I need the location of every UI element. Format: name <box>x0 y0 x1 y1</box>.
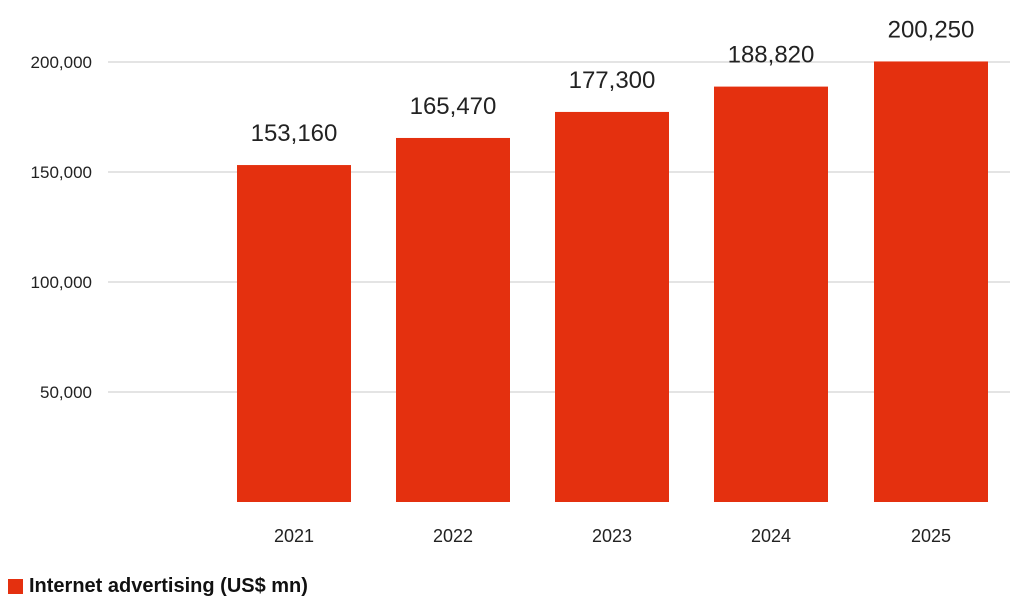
bar-2021 <box>237 165 351 502</box>
data-labels: 153,160 165,470 177,300 188,820 200,250 <box>251 16 975 147</box>
bar-2022 <box>396 137 510 502</box>
y-tick-label: 50,000 <box>40 383 92 402</box>
x-tick-label-2021: 2021 <box>274 526 314 546</box>
x-axis-tick-labels: 2021 2022 2023 2024 2025 <box>274 526 951 546</box>
data-label-2023: 177,300 <box>569 67 656 94</box>
data-label-2025: 200,250 <box>888 16 975 43</box>
bar-2025 <box>874 61 988 502</box>
y-tick-label: 100,000 <box>31 273 92 292</box>
legend: Internet advertising (US$ mn) <box>8 575 308 598</box>
x-tick-label-2022: 2022 <box>433 526 473 546</box>
data-label-2022: 165,470 <box>410 93 497 120</box>
bars <box>237 61 988 502</box>
legend-swatch <box>8 579 23 594</box>
x-tick-label-2025: 2025 <box>911 526 951 546</box>
x-tick-label-2024: 2024 <box>751 526 791 546</box>
bar-2024 <box>714 86 828 502</box>
data-label-2021: 153,160 <box>251 120 338 147</box>
bar-2023 <box>555 111 669 502</box>
legend-label: Internet advertising (US$ mn) <box>29 575 308 597</box>
y-tick-label: 150,000 <box>31 163 92 182</box>
y-tick-label: 200,000 <box>31 53 92 72</box>
x-tick-label-2023: 2023 <box>592 526 632 546</box>
data-label-2024: 188,820 <box>728 42 815 69</box>
y-axis-tick-labels: 50,000 100,000 150,000 200,000 <box>31 53 92 402</box>
